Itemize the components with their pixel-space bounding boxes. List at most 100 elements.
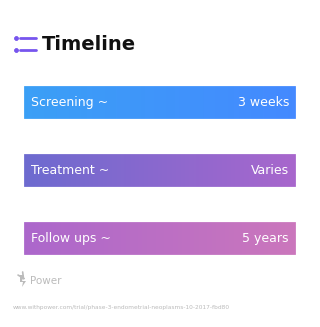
Bar <box>276 75 278 130</box>
Bar <box>92 75 94 130</box>
Bar <box>158 75 159 130</box>
Bar <box>128 143 129 198</box>
Bar <box>239 211 241 266</box>
Bar <box>118 75 119 130</box>
Bar <box>190 75 192 130</box>
Bar <box>225 75 226 130</box>
Bar <box>274 75 275 130</box>
Bar <box>105 143 107 198</box>
Bar <box>284 211 286 266</box>
Bar <box>44 143 45 198</box>
Bar <box>232 75 233 130</box>
Bar <box>123 211 124 266</box>
Bar <box>107 75 108 130</box>
Bar <box>146 75 148 130</box>
Bar <box>297 143 299 198</box>
Bar <box>155 211 156 266</box>
Bar <box>298 75 300 130</box>
Bar <box>20 211 21 266</box>
Bar <box>174 143 175 198</box>
Bar <box>178 211 179 266</box>
Bar <box>84 211 85 266</box>
Bar <box>141 75 143 130</box>
Bar <box>121 211 122 266</box>
Bar <box>117 211 118 266</box>
Bar <box>103 143 105 198</box>
Bar <box>262 211 263 266</box>
Bar <box>62 211 63 266</box>
Bar <box>285 211 287 266</box>
Bar <box>127 211 128 266</box>
Bar <box>303 211 305 266</box>
Bar <box>78 143 79 198</box>
Bar <box>66 211 68 266</box>
Bar <box>61 75 62 130</box>
Bar <box>100 211 102 266</box>
Bar <box>180 143 182 198</box>
Bar <box>182 143 184 198</box>
Bar <box>85 143 87 198</box>
Bar <box>296 75 298 130</box>
Text: 5 years: 5 years <box>243 232 289 245</box>
Bar <box>300 143 302 198</box>
Bar <box>276 75 277 130</box>
Bar <box>70 143 71 198</box>
Bar <box>177 75 178 130</box>
Bar <box>85 211 87 266</box>
Bar <box>79 75 80 130</box>
Bar <box>170 143 171 198</box>
Bar <box>300 211 302 266</box>
Bar <box>249 211 251 266</box>
Bar <box>53 143 55 198</box>
Bar <box>192 211 194 266</box>
Bar <box>191 75 193 130</box>
Bar <box>191 143 193 198</box>
Bar <box>227 211 228 266</box>
Bar <box>139 75 140 130</box>
Bar <box>117 75 118 130</box>
Bar <box>118 143 119 198</box>
Bar <box>273 75 274 130</box>
Bar <box>243 211 245 266</box>
Bar <box>57 75 59 130</box>
Bar <box>187 211 188 266</box>
Bar <box>163 143 164 198</box>
Bar <box>279 211 280 266</box>
Bar <box>119 75 120 130</box>
Bar <box>257 75 259 130</box>
Bar <box>299 143 301 198</box>
Bar <box>99 143 101 198</box>
Bar <box>91 75 92 130</box>
Bar <box>159 211 161 266</box>
Bar <box>106 143 108 198</box>
Bar <box>131 143 132 198</box>
Bar <box>165 211 166 266</box>
Bar <box>213 211 214 266</box>
Bar <box>140 143 141 198</box>
Bar <box>122 211 123 266</box>
Bar <box>241 143 243 198</box>
Bar <box>209 75 211 130</box>
Bar <box>287 143 289 198</box>
Bar <box>48 143 50 198</box>
Bar <box>148 143 150 198</box>
Bar <box>87 75 89 130</box>
Bar <box>96 143 98 198</box>
Bar <box>121 75 122 130</box>
Bar <box>52 75 54 130</box>
Bar <box>47 75 49 130</box>
Bar <box>184 143 185 198</box>
Bar <box>98 143 100 198</box>
Bar <box>23 211 24 266</box>
Bar <box>32 211 33 266</box>
Bar <box>178 143 179 198</box>
Bar <box>178 75 179 130</box>
Bar <box>302 143 304 198</box>
Bar <box>250 75 252 130</box>
Bar <box>46 211 48 266</box>
Bar <box>111 75 113 130</box>
Bar <box>301 75 303 130</box>
Bar <box>151 211 153 266</box>
Bar <box>289 211 291 266</box>
Bar <box>288 143 290 198</box>
